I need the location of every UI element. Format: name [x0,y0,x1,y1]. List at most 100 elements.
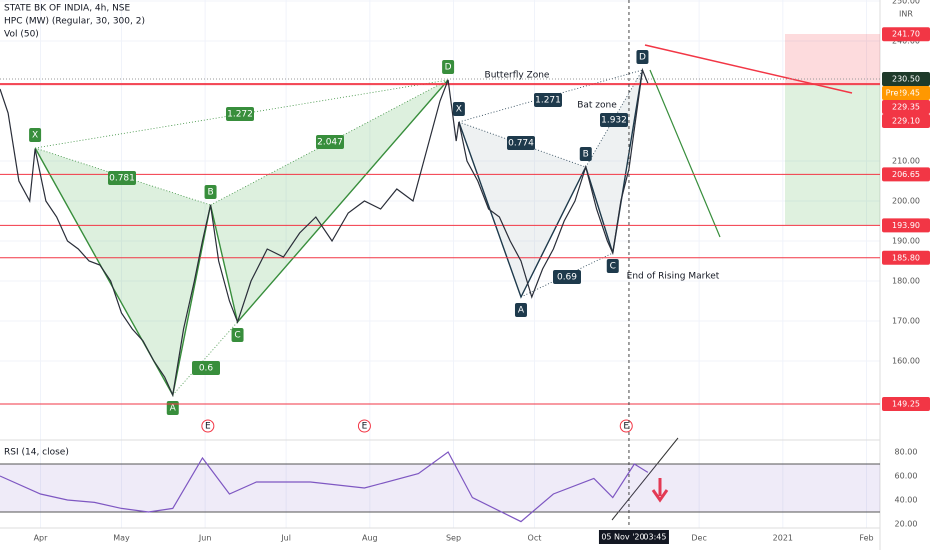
point-label: B [207,188,213,198]
price-tag-label: 241.70 [892,30,920,39]
event-marker [357,419,371,433]
price-tag [882,114,930,128]
y-tick-label: 160.00 [892,357,920,366]
point-badge [204,185,217,199]
pattern-fill [585,70,643,253]
series-line [0,451,649,523]
x-tick-label: Feb [859,534,873,543]
point-badge [442,60,455,74]
rsi-trend-line [611,437,679,521]
crosshair-date: 05 Nov '20 [601,533,644,542]
x-tick-label: Oct [528,534,542,543]
ratio-badge [316,135,344,149]
y-tick-label: 210.00 [892,157,920,166]
price-tag [882,27,930,42]
price-tag [882,100,930,114]
point-badge [579,147,592,161]
ratio-badge [192,361,220,375]
price-tag [882,218,930,233]
event-marker [201,419,215,433]
stop-zone [785,34,880,84]
ratio-badge [108,171,136,185]
rsi-tick-label: 20.00 [895,520,918,529]
ratio-label: 0.69 [557,273,577,283]
x-tick-label: Apr [34,534,49,543]
point-label: X [32,131,38,141]
point-badge [29,128,42,142]
down-arrow [651,478,669,503]
x-tick-label: Aug [362,534,378,543]
ratio-badge [226,107,254,121]
ratio-badge [507,136,535,150]
point-label: B [583,150,589,160]
indicator-label: HPC (MW) (Regular, 30, 300, 2) [4,17,145,27]
series-line [0,67,649,398]
x-tick-label: Jul [280,534,291,543]
projection-line [649,69,721,238]
pre-label: Pre [886,89,899,98]
point-badge [606,259,619,273]
ratio-label: 0.774 [508,139,534,149]
pattern-dotted [35,79,449,149]
pre-badge [884,86,900,100]
ratio-label: 2.047 [317,138,343,148]
ratio-badge [553,270,581,284]
event-label: E [623,422,629,432]
point-label: X [456,105,462,115]
target-zone [785,84,880,225]
point-label: A [518,306,525,316]
point-label: A [170,404,177,414]
ratio-label: 1.272 [227,110,253,120]
rsi-tick-label: 80.00 [895,448,918,457]
annotation: Butterfly Zone [485,71,550,81]
pattern-fill [210,80,449,322]
y-tick-label: 200.00 [892,197,920,206]
rsi-title: RSI (14, close) [4,448,69,458]
ratio-badge [534,93,562,107]
x-tick-label: May [113,534,130,543]
pattern-dotted [172,321,238,396]
event-label: E [362,422,368,432]
rsi-band [0,464,880,512]
currency: INR [899,10,913,19]
price-tag-label: 185.80 [892,253,920,262]
annotation: End of Rising Market [627,272,720,282]
pattern-fill [35,148,211,395]
price-tag-label: 193.90 [892,221,920,230]
y-tick-label: 250.00 [892,0,920,6]
price-tag [882,72,930,86]
x-tick-label: Dec [691,534,706,543]
ratio-label: 0.781 [109,174,135,184]
crosshair-time: 03:45 [643,533,666,542]
point-label: C [234,331,240,341]
point-label: D [445,63,452,73]
point-label: D [639,53,646,63]
point-badge [514,303,527,317]
price-tag [882,250,930,265]
price-tag-label: 230.50 [892,75,920,84]
annotation: Bat zone [577,101,617,111]
pattern-dotted [34,147,211,206]
rsi-tick-label: 60.00 [895,472,918,481]
price-tag [882,397,930,411]
price-tag [882,167,930,182]
y-tick-label: 170.00 [892,317,920,326]
pattern-fill [458,122,586,297]
price-tag-label: 149.25 [892,400,920,409]
crosshair-badge [598,530,669,544]
y-tick-label: 180.00 [892,277,920,286]
pattern-dotted [520,252,613,298]
ratio-label: 1.271 [535,96,561,106]
pattern-dotted [585,69,643,168]
rsi-tick-label: 40.00 [895,496,918,505]
price-tag-label: 229.35 [892,103,920,112]
y-tick-label: 190.00 [892,237,920,246]
symbol-title: STATE BK OF INDIA, 4h, NSE [4,4,131,14]
event-label: E [205,422,211,432]
x-tick-label: Jun [198,534,212,543]
price-tag-label: 206.65 [892,170,920,179]
volume-label: Vol (50) [4,30,39,40]
point-badge [231,328,244,342]
